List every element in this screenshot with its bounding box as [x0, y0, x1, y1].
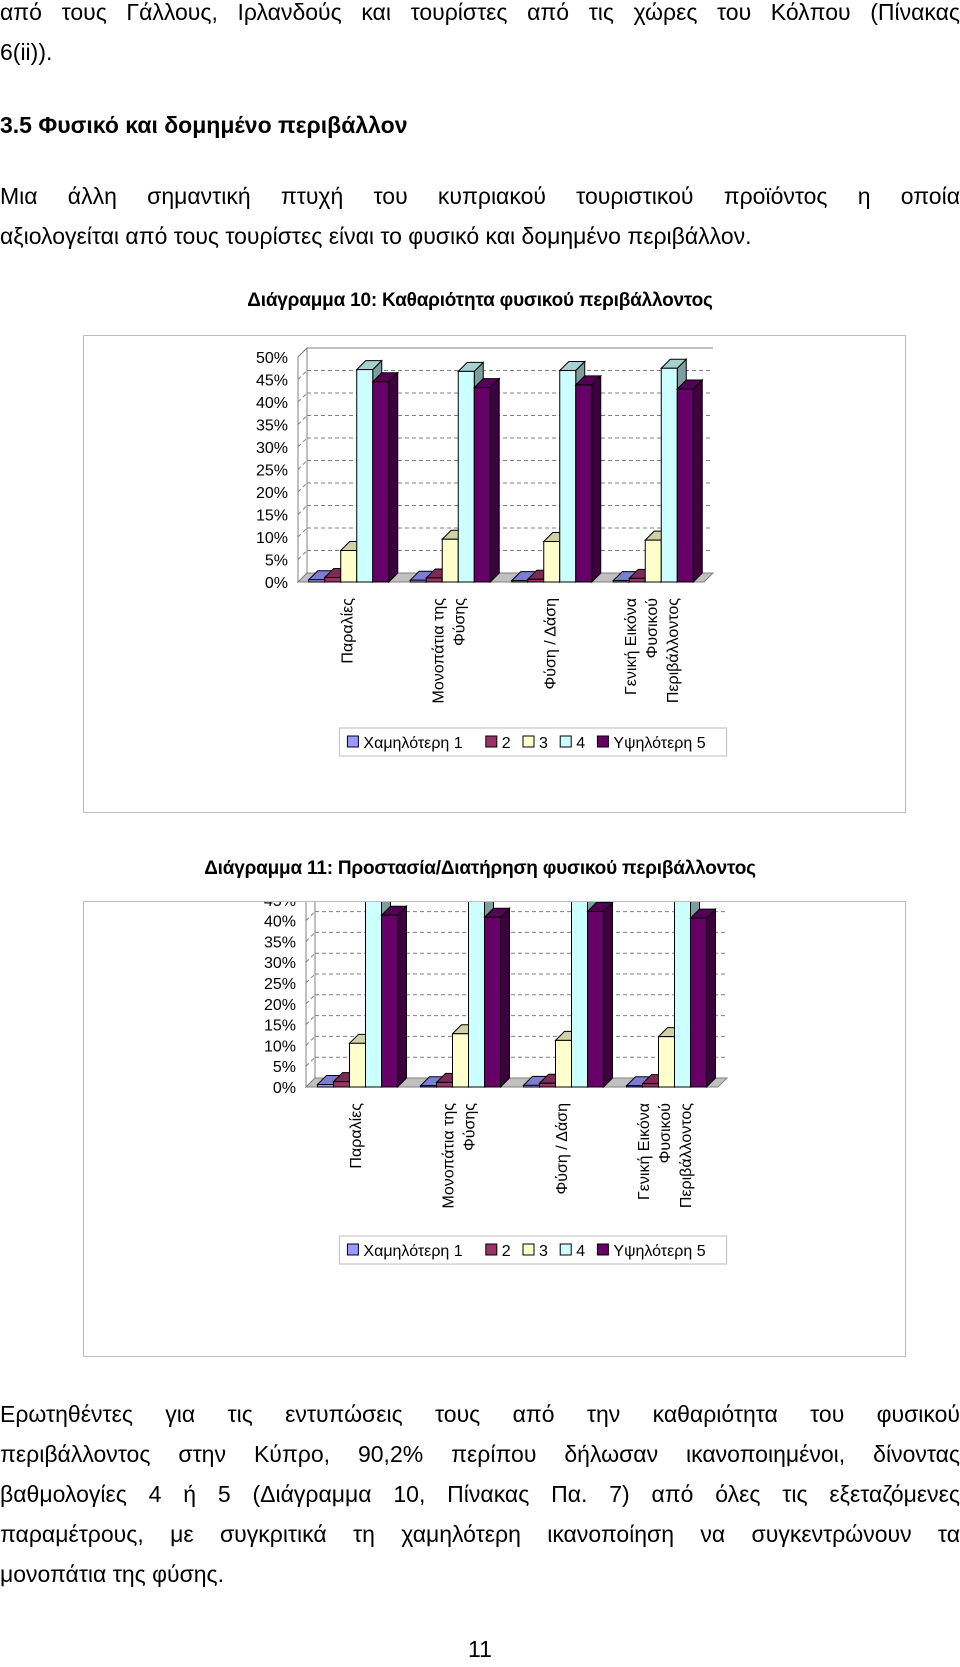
chart-10-legend-label: 3 — [539, 735, 548, 752]
chart-11-y-tick: 40% — [264, 914, 296, 931]
chart-11-y-tick: 5% — [273, 1059, 296, 1076]
environment-paragraph: Μια άλλη σημαντική πτυχή του κυπριακού τ… — [0, 176, 960, 256]
chart-11-legend-swatch — [522, 1243, 535, 1256]
chart-11-title: Διάγραμμα 11: Προστασία/Διατήρηση φυσικο… — [204, 858, 756, 879]
result-line-1: Ερωτηθέντες για τις εντυπώσεις τους από … — [0, 1401, 960, 1427]
chart-10-bar — [574, 374, 602, 584]
chart-11-legend-label: 4 — [576, 1243, 585, 1260]
chart-10-x-tick-label: Παραλίες — [339, 598, 356, 664]
chart-10-legend-label: Χαμηλότερη 1 — [363, 735, 462, 752]
chart-10-legend-label: 2 — [502, 735, 511, 752]
chart-10-y-tick: 25% — [256, 463, 288, 480]
chart-11-x-tick-label: Παραλίες — [348, 1103, 365, 1169]
page-number: 11 — [468, 1636, 492, 1662]
chart-11-x-tick-label: Περιβάλλοντος — [678, 1103, 695, 1208]
chart-10-svg: 0% 5% 10% 15% 20% 25% 30% 35% 40% 45% 50% Παραλίες Μ… — [256, 346, 728, 757]
chart-11-legend-swatch — [346, 1243, 359, 1256]
result-paragraph: Ερωτηθέντες για τις εντυπώσεις τους από … — [0, 1394, 960, 1594]
chart-10-x-tick-label: Περιβάλλοντος — [665, 598, 682, 703]
chart-10-y-tick: 10% — [256, 530, 288, 547]
intro-line-2: 6(ii)). — [0, 39, 53, 65]
chart-10-legend-swatch — [596, 735, 609, 748]
chart-11-y-tick: 0% — [273, 1080, 296, 1097]
chart-10-x-tick-label: Φυσικού — [644, 598, 661, 658]
section-heading: 3.5 Φυσικό και δομημένο περιβάλλον — [0, 112, 408, 138]
chart-10-y-tick: 20% — [256, 485, 288, 502]
result-line-3: βαθμολογίες 4 ή 5 (Διάγραμμα 10, Πίνακας… — [0, 1481, 960, 1507]
chart-11-y-tick: 10% — [264, 1038, 296, 1055]
chart-11-legend-label: 3 — [539, 1243, 548, 1260]
chart-11-y-tick: 45% — [264, 902, 296, 910]
chart-10-y-tick: 5% — [265, 553, 288, 570]
chart-10-y-tick: 15% — [256, 508, 288, 525]
chart-11-legend-swatch — [485, 1243, 498, 1256]
chart-11: 0%5%10%15%20%25%30%35%40%45%50%ΠαραλίεςΜ… — [83, 901, 906, 1357]
chart-11-x-tick-label: Γενική Εικόνα — [636, 1103, 653, 1200]
chart-11-x-tick-label: Φύσης — [462, 1103, 479, 1151]
result-line-4: παραμέτρους, με συγκριτικά τη χαμηλότερη… — [0, 1521, 960, 1547]
chart-11-legend-label: Χαμηλότερη 1 — [363, 1243, 462, 1260]
chart-10-bar — [371, 371, 399, 584]
chart-10: 0% 5% 10% 15% 20% 25% 30% 35% 40% 45% 50% Παραλίες Μ… — [83, 335, 906, 813]
chart-11-y-tick: 35% — [264, 934, 296, 951]
chart-11-bar — [586, 902, 614, 1089]
chart-10-y-tick: 0% — [265, 575, 288, 592]
environment-line-1: Μια άλλη σημαντική πτυχή του κυπριακού τ… — [0, 183, 960, 209]
chart-11-legend-swatch — [596, 1243, 609, 1256]
chart-10-legend-swatch — [485, 735, 498, 748]
chart-11-y-tick: 30% — [264, 955, 296, 972]
chart-11-legend: Χαμηλότερη 1 2 3 4 Υψηλότερη 5 — [338, 1235, 728, 1265]
chart-10-y-tick: 50% — [256, 350, 288, 367]
chart-10-legend-label: Υψηλότερη 5 — [613, 735, 705, 752]
chart-10-legend-swatch — [346, 735, 359, 748]
chart-11-y-tick: 20% — [264, 997, 296, 1014]
intro-line-1: από τους Γάλλους, Ιρλανδούς και τουρίστε… — [0, 0, 960, 25]
chart-11-bar — [483, 907, 511, 1089]
chart-10-x-tick-label: Γενική Εικόνα — [623, 598, 640, 695]
chart-11-legend-swatch — [559, 1243, 572, 1256]
chart-10-legend-label: 4 — [576, 735, 585, 752]
chart-10-x-tick-label: Φύσης — [451, 598, 468, 646]
chart-11-legend-label: 2 — [502, 1243, 511, 1260]
chart-10-y-tick: 45% — [256, 373, 288, 390]
result-line-5: μονοπάτια της φύσης. — [0, 1561, 225, 1587]
chart-11-x-tick-label: Φυσικού — [657, 1103, 674, 1163]
chart-11-y-tick: 15% — [264, 1018, 296, 1035]
chart-10-legend: Χαμηλότερη 1 2 3 4 Υψηλότερη 5 — [338, 727, 728, 757]
chart-10-x-tick-label: Φύση / Δάση — [542, 598, 559, 689]
chart-11-y-tick: 25% — [264, 976, 296, 993]
chart-10-x-tick-label: Μονοπάτια της — [430, 598, 447, 704]
chart-11-svg: 0%5%10%15%20%25%30%35%40%45%50%ΠαραλίεςΜ… — [264, 902, 729, 1265]
chart-11-legend-label: Υψηλότερη 5 — [613, 1243, 705, 1260]
chart-10-y-tick: 40% — [256, 395, 288, 412]
chart-11-x-tick-label: Μονοπάτια της — [441, 1103, 458, 1209]
chart-11-bar — [689, 907, 717, 1089]
chart-10-bar — [473, 377, 501, 584]
chart-10-legend-swatch — [559, 735, 572, 748]
chart-11-x-tick-label: Φύση / Δάση — [554, 1103, 571, 1194]
chart-10-bar — [676, 378, 704, 584]
chart-11-bar — [380, 904, 408, 1089]
chart-10-y-tick: 35% — [256, 418, 288, 435]
chart-10-title: Διάγραμμα 10: Καθαριότητα φυσικού περιβά… — [247, 290, 713, 311]
chart-10-legend-swatch — [522, 735, 535, 748]
chart-10-y-tick: 30% — [256, 440, 288, 457]
result-line-2: περιβάλλοντος στην Κύπρο, 90,2% περίπου … — [0, 1441, 960, 1467]
environment-line-2: αξιολογείται από τους τουρίστες είναι το… — [0, 223, 752, 249]
intro-paragraph: από τους Γάλλους, Ιρλανδούς και τουρίστε… — [0, 0, 960, 72]
